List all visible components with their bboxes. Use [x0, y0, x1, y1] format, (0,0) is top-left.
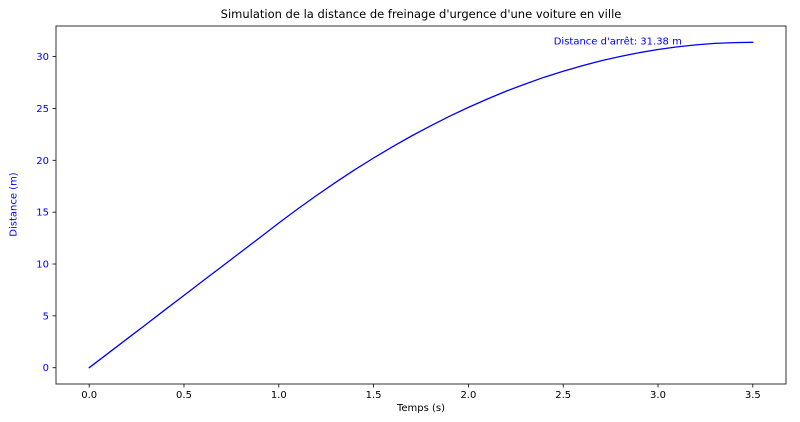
x-tick-label: 3.5 [745, 390, 761, 401]
stopping-distance-annotation: Distance d'arrêt: 31.38 m [554, 36, 682, 48]
x-tick-label: 0.0 [81, 390, 97, 401]
y-tick-label: 0 [43, 363, 49, 374]
y-axis-label: Distance (m) [8, 172, 20, 237]
x-tick-label: 3.0 [650, 390, 666, 401]
x-tick-label: 0.5 [176, 390, 192, 401]
x-axis-label: Temps (s) [396, 403, 446, 414]
y-tick-label: 5 [43, 311, 49, 322]
axes-frame [55, 25, 787, 385]
x-tick-label: 2.0 [460, 390, 476, 401]
y-tick-label: 10 [36, 260, 49, 271]
y-tick-label: 25 [36, 104, 49, 115]
y-tick-label: 30 [36, 52, 49, 63]
x-tick-label: 2.5 [555, 390, 571, 401]
y-tick-label: 20 [36, 156, 49, 167]
x-tick-label: 1.5 [366, 390, 382, 401]
x-tick-label: 1.0 [271, 390, 287, 401]
distance-line-series [88, 41, 754, 369]
chart-title: Simulation de la distance de freinage d'… [220, 7, 622, 21]
y-tick-label: 15 [36, 208, 49, 219]
